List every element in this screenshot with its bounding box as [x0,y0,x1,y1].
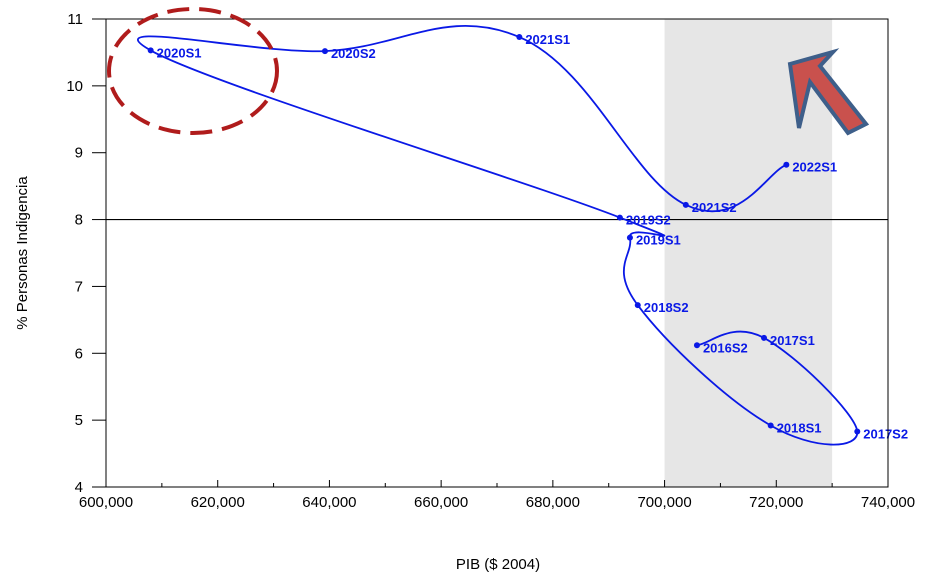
y-tick-label: 9 [75,145,83,162]
data-point-2020s1 [147,47,154,54]
data-point-2017s1 [760,334,767,341]
y-tick-label: 5 [75,412,83,429]
series-points-layer [147,34,861,435]
point-label-2018s2: 2018S2 [644,300,689,315]
x-tick-label: 700,000 [637,494,691,511]
point-label-2020s2: 2020S2 [331,46,376,61]
arrow-annotation [787,48,870,136]
data-point-2019s1 [626,234,633,241]
data-point-2022s1 [783,161,790,168]
data-point-2021s1 [516,34,523,41]
point-label-2021s2: 2021S2 [692,200,737,215]
x-tick-label: 620,000 [191,494,245,511]
point-label-2021s1: 2021S1 [525,32,570,47]
point-label-2019s1: 2019S1 [636,233,681,248]
x-tick-label: 720,000 [749,494,803,511]
y-axis: 4 5 6 7 8 9 10 11 [66,11,106,496]
x-tick-label: 680,000 [526,494,580,511]
data-point-2017s2 [854,428,861,435]
y-tick-label: 10 [66,78,83,95]
data-point-2018s1 [767,422,774,429]
y-tick-label: 8 [75,212,83,229]
data-point-2021s2 [682,201,689,208]
data-point-2019s2 [616,214,623,221]
point-label-2020s1: 2020S1 [157,45,202,60]
series-line [137,24,859,446]
x-axis-title: PIB ($ 2004) [456,556,540,573]
x-tick-label: 660,000 [414,494,468,511]
y-axis-title: % Personas Indigencia [14,176,31,330]
x-tick-label: 600,000 [79,494,133,511]
x-tick-label: 740,000 [861,494,915,511]
series-line-layer [137,24,859,446]
point-label-2016s2: 2016S2 [703,340,748,355]
point-label-2019s2: 2019S2 [626,213,671,228]
point-label-2018s1: 2018S1 [777,420,822,435]
point-label-2017s1: 2017S1 [770,333,815,348]
point-labels-layer: 2016S2 2017S1 2017S2 2018S1 2018S2 2019S1 2019… [157,32,908,441]
y-tick-label: 11 [67,11,83,28]
point-label-2022s1: 2022S1 [792,160,837,175]
y-tick-label: 7 [75,278,83,295]
point-label-2017s2: 2017S2 [863,427,908,442]
x-axis: 600,000 620,000 640,000 660,000 680,000 700,0… [79,480,915,511]
data-point-2016s2 [693,342,700,349]
y-tick-label: 6 [75,345,83,362]
highlight-ellipse [107,7,279,135]
x-tick-label: 640,000 [302,494,356,511]
data-point-2020s2 [321,48,328,55]
data-point-2018s2 [634,302,641,309]
y-tick-label: 4 [75,479,83,496]
